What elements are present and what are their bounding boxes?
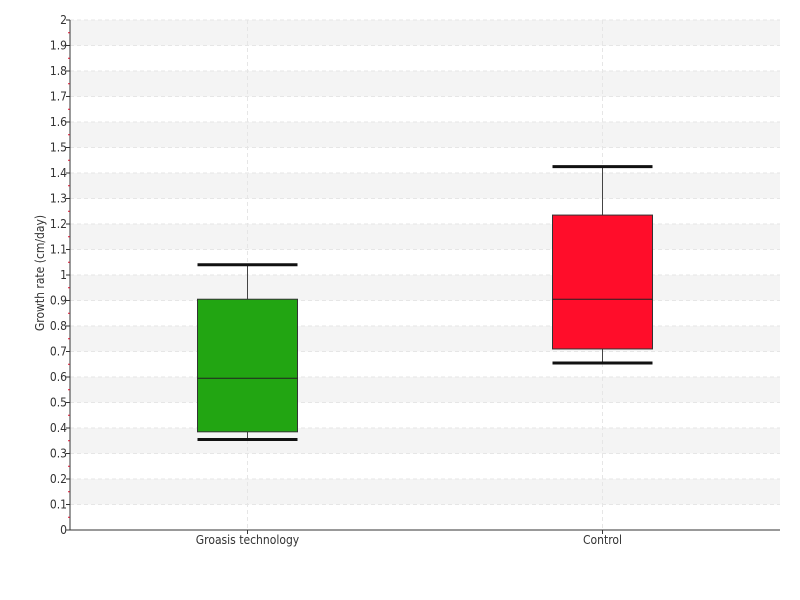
y-tick-label: 1.5 bbox=[50, 141, 67, 155]
y-axis-title: Growth rate (cm/day) bbox=[33, 215, 47, 331]
x-axis-ticks: Groasis technology Control bbox=[196, 530, 622, 547]
background-band bbox=[70, 428, 780, 454]
y-tick-label: 0.5 bbox=[50, 396, 67, 410]
iqr-box bbox=[197, 298, 298, 433]
background-band bbox=[70, 122, 780, 148]
y-tick-label: 0 bbox=[60, 523, 67, 537]
iqr-box bbox=[552, 214, 653, 350]
background-band bbox=[70, 224, 780, 250]
y-tick-label: 0.2 bbox=[50, 472, 67, 486]
y-tick-label: 1.1 bbox=[50, 243, 67, 257]
plot-background-bands bbox=[70, 20, 780, 505]
background-band bbox=[70, 71, 780, 97]
x-category-label: Control bbox=[583, 533, 622, 547]
x-category-label: Groasis technology bbox=[196, 533, 300, 547]
box-1 bbox=[197, 263, 298, 441]
y-axis-ticks: 0 0.1 0.2 0.3 0.4 0.5 0.6 0.7 0.8 0.9 1 1.1 1.2 1.3 1.… bbox=[50, 13, 70, 537]
box-series bbox=[197, 165, 653, 441]
y-tick-label: 0.1 bbox=[50, 498, 67, 512]
y-tick-label: 1.7 bbox=[50, 90, 67, 104]
background-band bbox=[70, 20, 780, 46]
background-band bbox=[70, 479, 780, 505]
y-tick-label: 1.8 bbox=[50, 64, 67, 78]
box-2 bbox=[552, 165, 653, 365]
y-tick-label: 0.4 bbox=[50, 421, 67, 435]
y-tick-label: 1.9 bbox=[50, 39, 67, 53]
background-band bbox=[70, 275, 780, 301]
y-tick-label: 0.7 bbox=[50, 345, 67, 359]
y-tick-label: 1.3 bbox=[50, 192, 67, 206]
background-band bbox=[70, 173, 780, 199]
gridlines bbox=[70, 19, 780, 530]
y-tick-label: 1.4 bbox=[50, 166, 67, 180]
y-tick-label: 0.8 bbox=[50, 319, 67, 333]
y-tick-label: 0.6 bbox=[50, 370, 67, 384]
y-tick-label: 0.3 bbox=[50, 447, 67, 461]
y-tick-label: 0.9 bbox=[50, 294, 67, 308]
y-tick-label: 1 bbox=[60, 268, 67, 282]
y-tick-label: 1.2 bbox=[50, 217, 67, 231]
y-tick-label: 1.6 bbox=[50, 115, 67, 129]
background-band bbox=[70, 377, 780, 403]
y-tick-label: 2 bbox=[60, 13, 67, 27]
background-band bbox=[70, 326, 780, 352]
